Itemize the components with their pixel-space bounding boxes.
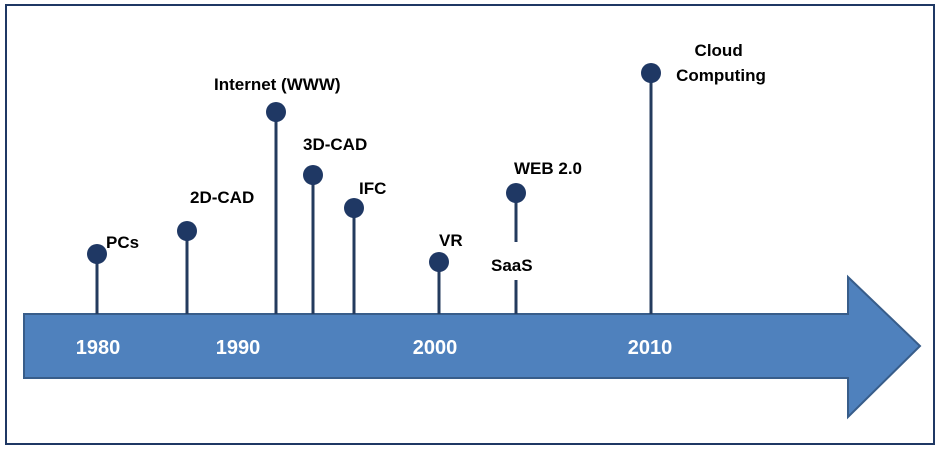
event-marker-web2	[506, 183, 526, 203]
event-label-2d-cad: 2D-CAD	[190, 188, 254, 207]
year-label-1990: 1990	[216, 337, 261, 359]
timeline-event-pcs: PCs	[87, 233, 139, 314]
event-label-web2: WEB 2.0	[514, 159, 582, 178]
timeline-arrow	[23, 274, 922, 420]
timeline-event-vr: VR	[429, 231, 463, 314]
event-label-vr: VR	[439, 231, 463, 250]
event-label-pcs: PCs	[106, 233, 139, 252]
year-label-2000: 2000	[413, 337, 458, 359]
timeline-event-cloud: Cloud Computing	[641, 41, 766, 314]
event-marker-3d-cad	[303, 165, 323, 185]
event-label-cloud: Cloud Computing	[676, 41, 766, 85]
timeline-event-internet: Internet (WWW)	[214, 75, 341, 314]
event-label-cloud-line2: Computing	[676, 66, 766, 85]
year-label-2010: 2010	[628, 337, 673, 359]
event-label-internet: Internet (WWW)	[214, 75, 341, 94]
event-marker-ifc	[344, 198, 364, 218]
event-marker-pcs	[87, 244, 107, 264]
timeline-event-web2: WEB 2.0 SaaS	[491, 159, 582, 314]
event-label-saas: SaaS	[491, 256, 533, 275]
event-label-3d-cad: 3D-CAD	[303, 135, 367, 154]
event-marker-vr	[429, 252, 449, 272]
timeline-event-2d-cad: 2D-CAD	[177, 188, 254, 314]
event-marker-2d-cad	[177, 221, 197, 241]
event-label-ifc: IFC	[359, 179, 386, 198]
event-marker-internet	[266, 102, 286, 122]
event-label-cloud-line1: Cloud	[695, 41, 743, 60]
timeline-event-3d-cad: 3D-CAD	[303, 135, 367, 314]
timeline-event-ifc: IFC	[344, 179, 386, 314]
year-label-1980: 1980	[76, 337, 121, 359]
event-marker-cloud	[641, 63, 661, 83]
